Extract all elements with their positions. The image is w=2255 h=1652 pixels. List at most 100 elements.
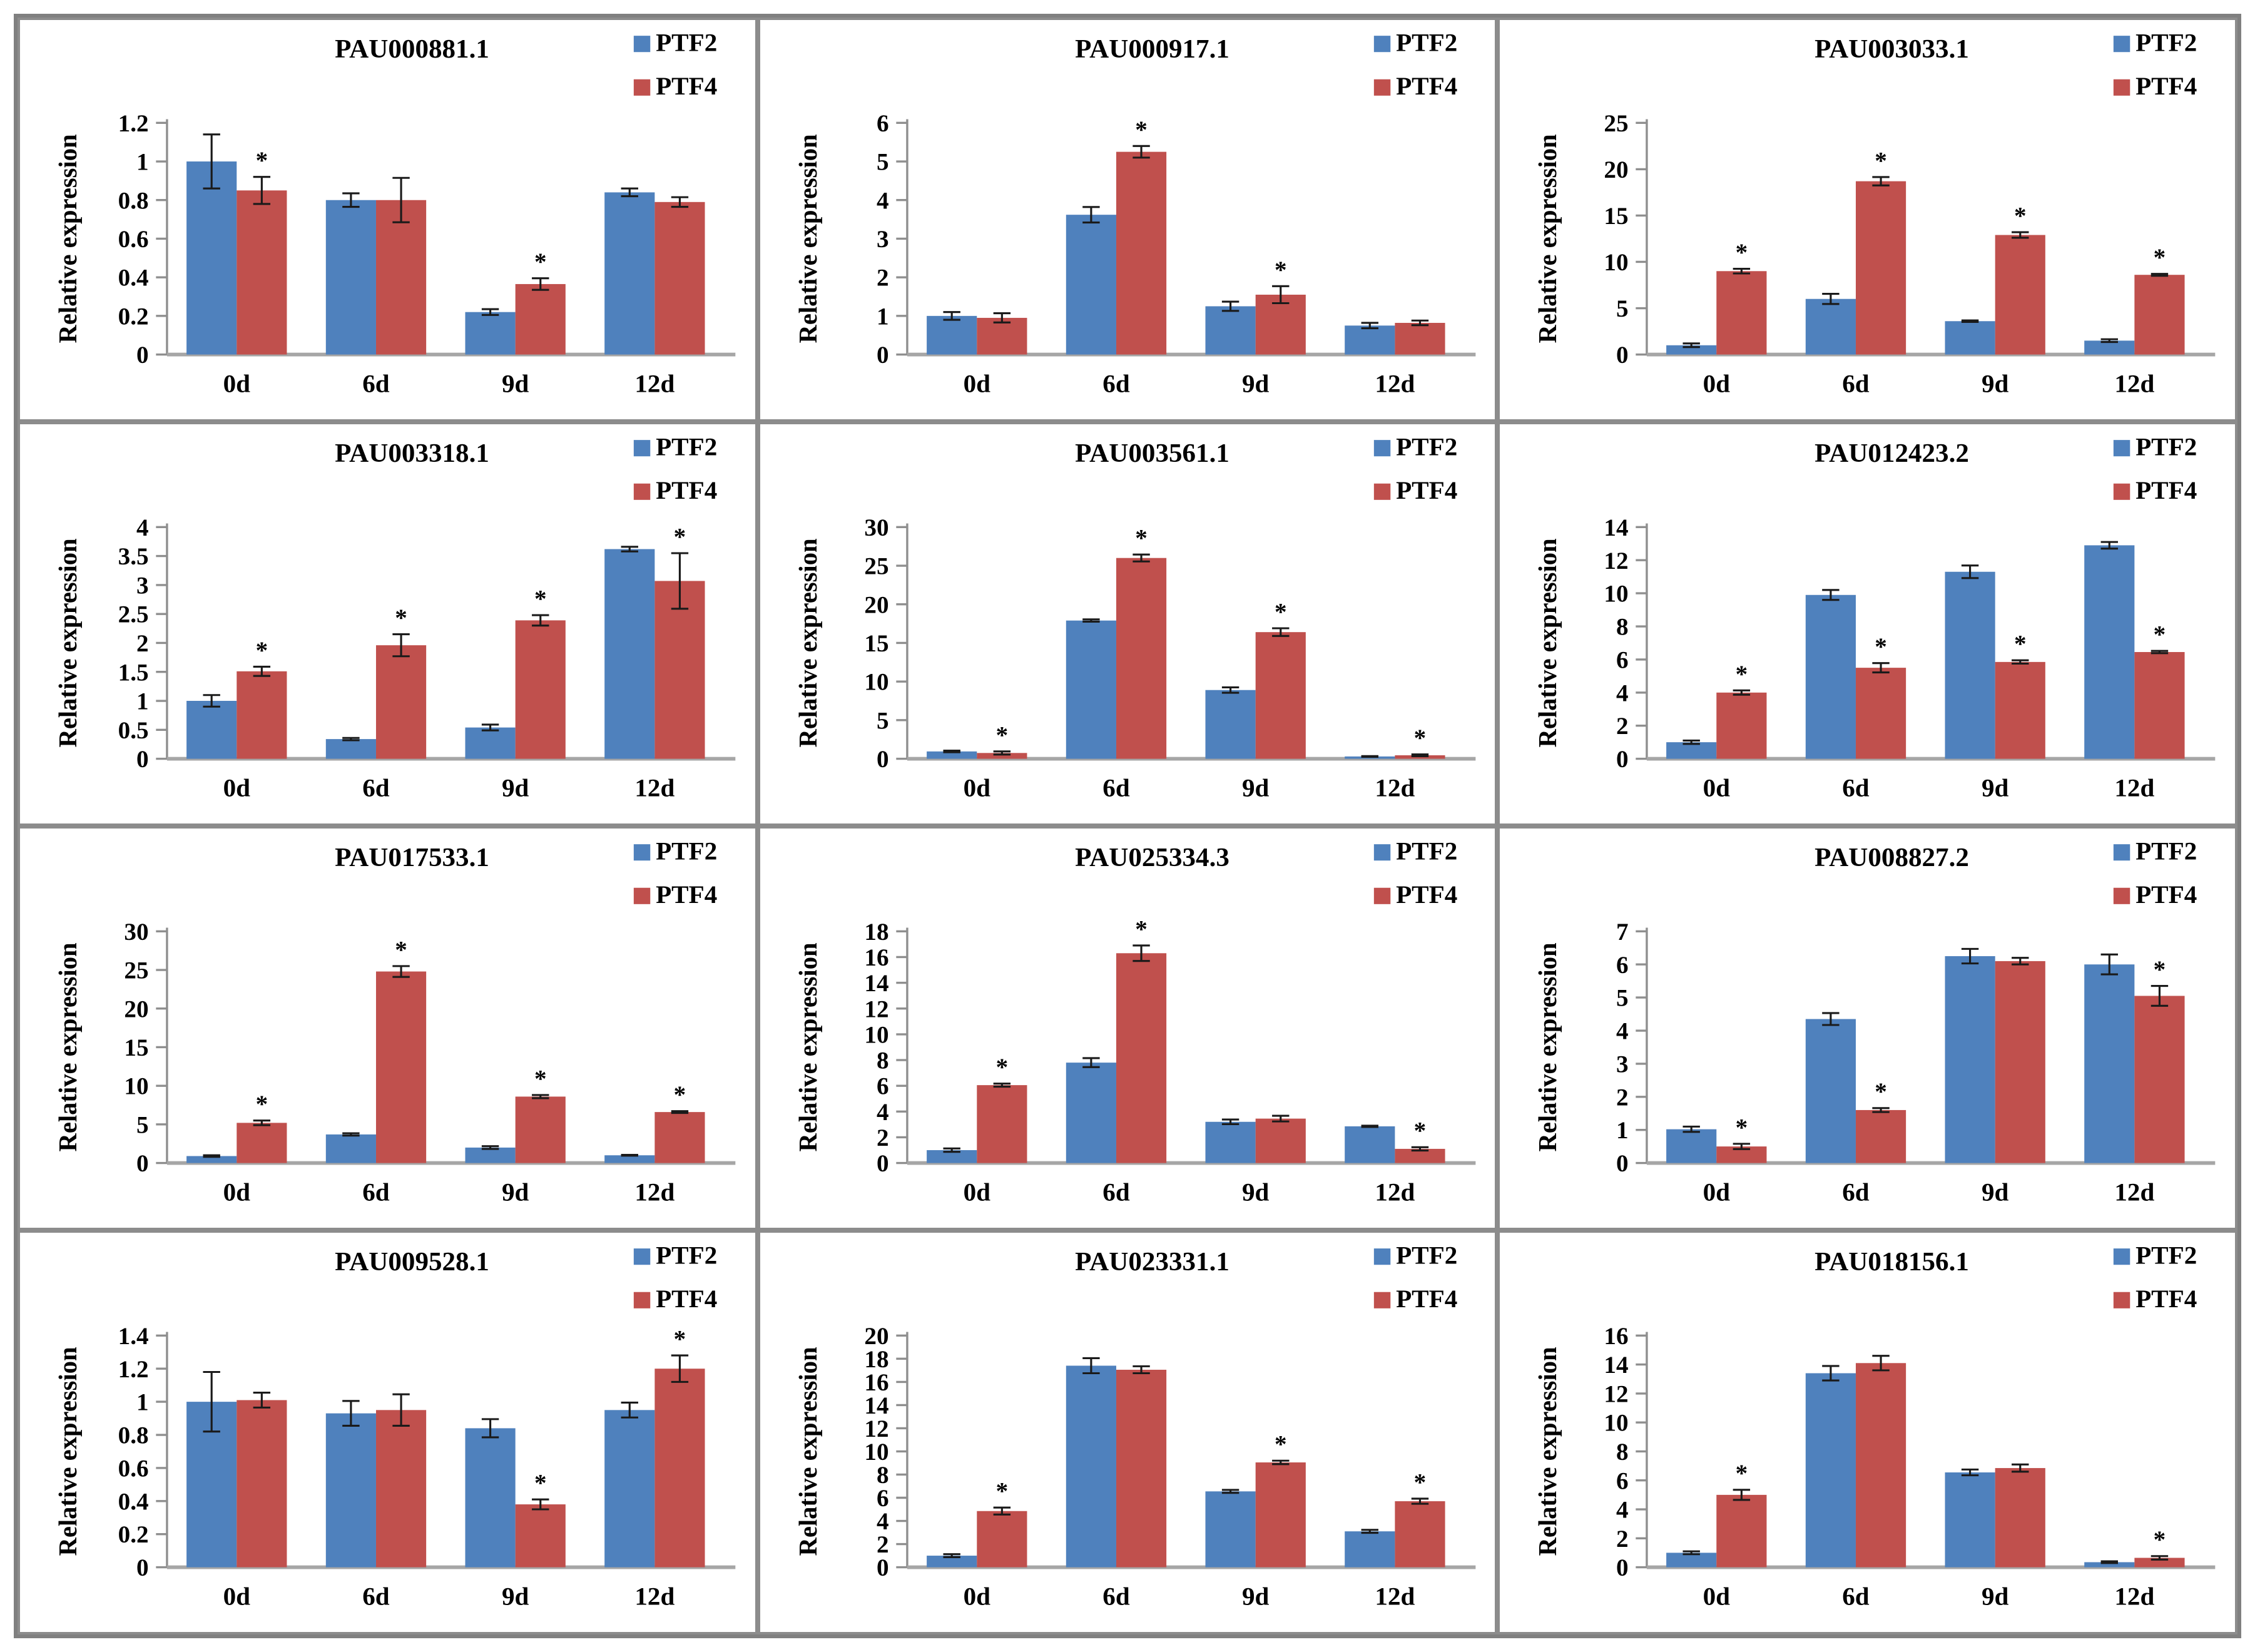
y-tick-label: 10 — [864, 1022, 888, 1049]
y-tick-label: 18 — [864, 1346, 888, 1373]
bar-chart-PAU008827.2: PAU008827.2 PTF2 PTF4 0 1 2 3 4 5 6 7 Relative expr… — [1534, 837, 2216, 1206]
x-tick-label-6d: 6d — [362, 774, 390, 802]
chart-panel-PAU018156.1: PAU018156.1 PTF2 PTF4 0 2 4 6 8 10 12 14 16 Relative… — [1497, 1230, 2237, 1634]
error-bar-PTF2-0d — [203, 133, 220, 190]
sig-asterisk-PTF4-9d: * — [534, 248, 547, 275]
bar-PTF4-9d — [1255, 632, 1306, 759]
y-tick-label: 6 — [877, 1485, 889, 1512]
x-tick-label-12d: 12d — [634, 774, 674, 802]
y-tick-label: 8 — [1616, 614, 1629, 641]
error-bar-PTF2-0d — [943, 750, 960, 753]
legend-label-PTF4: PTF4 — [2135, 72, 2197, 100]
legend-swatch-PTF2 — [633, 844, 651, 861]
y-tick-label: 20 — [864, 591, 888, 618]
y-tick-label: 0.8 — [118, 1422, 149, 1449]
y-tick-label: 4 — [877, 1099, 889, 1126]
y-tick-label: 0 — [136, 1150, 149, 1177]
bar-PTF2-9d — [1945, 956, 1995, 1163]
legend-swatch-PTF4 — [2114, 887, 2130, 904]
x-tick-label-9d: 9d — [1982, 774, 2009, 802]
bar-PTF2-12d — [604, 192, 655, 355]
y-tick-label: 12 — [1604, 1381, 1629, 1408]
y-tick-label: 15 — [124, 1034, 148, 1061]
y-tick-label: 2 — [1616, 713, 1629, 740]
legend-label-PTF2: PTF2 — [656, 1242, 717, 1270]
bar-PTF4-12d — [654, 201, 705, 355]
bar-PTF2-9d — [1205, 306, 1256, 355]
bar-PTF2-0d — [1666, 345, 1717, 355]
error-bar-PTF4-9d — [2012, 957, 2029, 966]
legend-label-PTF2: PTF2 — [2135, 1242, 2197, 1270]
legend-label-PTF4: PTF4 — [1396, 1285, 1457, 1313]
bar-PTF2-0d — [186, 1156, 237, 1163]
error-bar-PTF2-0d — [203, 1154, 220, 1158]
sig-asterisk-PTF4-9d: * — [2014, 631, 2027, 658]
legend-swatch-PTF2 — [1373, 36, 1390, 53]
bar-PTF4-12d — [2134, 1558, 2185, 1568]
y-tick-label: 0 — [1616, 1554, 1629, 1581]
y-tick-label: 0 — [1616, 342, 1629, 369]
bar-PTF2-12d — [2084, 964, 2135, 1163]
y-tick-label: 2 — [877, 1124, 889, 1151]
x-tick-label-6d: 6d — [362, 1178, 390, 1206]
x-tick-label-9d: 9d — [1242, 1583, 1270, 1611]
y-tick-label: 25 — [864, 553, 888, 580]
error-bar-PTF4-0d — [1733, 268, 1751, 275]
y-tick-label: 5 — [1616, 985, 1629, 1012]
error-bar-PTF4-12d — [671, 196, 689, 208]
error-bar-PTF4-0d — [253, 176, 271, 205]
bar-PTF2-6d — [1066, 1063, 1116, 1163]
bar-PTF4-9d — [1255, 294, 1306, 355]
bar-PTF2-0d — [186, 701, 237, 759]
chart-panel-PAU023331.1: PAU023331.1 PTF2 PTF4 0 2 4 6 8 10 12 14 16 18 20 Rela… — [757, 1230, 1498, 1634]
y-tick-label: 14 — [864, 1392, 888, 1419]
y-tick-label: 0 — [1616, 746, 1629, 773]
y-tick-label: 10 — [1604, 249, 1629, 276]
sig-asterisk-PTF4-9d: * — [2014, 203, 2027, 230]
sig-asterisk-PTF4-0d: * — [256, 637, 268, 664]
x-tick-label-12d: 12d — [1375, 370, 1415, 398]
bar-PTF4-0d — [237, 1123, 287, 1163]
bar-chart-PAU003318.1: PAU003318.1 PTF2 PTF4 00.511.522.53 3.54 Rela… — [54, 433, 736, 802]
error-bar-PTF2-9d — [1221, 1118, 1239, 1125]
bar-PTF4-9d — [515, 620, 566, 759]
error-bar-PTF4-9d — [2012, 231, 2029, 239]
chart-title: PAU000917.1 — [1075, 34, 1229, 64]
x-tick-label-0d: 0d — [963, 1178, 990, 1206]
bar-PTF4-9d — [515, 1096, 566, 1163]
y-tick-label: 3 — [877, 226, 889, 253]
y-tick-label: 1.5 — [118, 659, 149, 686]
bar-PTF4-12d — [2134, 275, 2185, 355]
x-tick-label-0d: 0d — [963, 774, 990, 802]
error-bar-PTF4-12d — [671, 1354, 689, 1383]
bar-PTF2-6d — [325, 739, 376, 759]
bar-PTF2-6d — [1806, 1373, 1856, 1568]
y-tick-label: 8 — [877, 1462, 889, 1489]
sig-asterisk-PTF4-6d: * — [1135, 525, 1148, 552]
y-tick-label: 7 — [1616, 919, 1629, 946]
chart-panel-PAU003033.1: PAU003033.1 PTF2 PTF4 0 5 10 15 20 25 Relative ex… — [1497, 18, 2237, 422]
chart-title: PAU025334.3 — [1075, 843, 1229, 872]
bar-PTF4-6d — [1116, 953, 1166, 1163]
bar-PTF4-6d — [1116, 1369, 1166, 1568]
x-tick-label-6d: 6d — [1102, 370, 1130, 398]
error-bar-PTF2-0d — [1682, 1125, 1701, 1133]
y-tick-label: 0.5 — [118, 717, 149, 744]
legend-label-PTF4: PTF4 — [656, 476, 717, 504]
chart-title: PAU008827.2 — [1815, 843, 1969, 872]
error-bar-PTF2-6d — [1822, 1012, 1840, 1026]
y-tick-label: 1.2 — [118, 110, 149, 137]
error-bar-PTF4-6d — [1133, 1365, 1150, 1375]
error-bar-PTF2-9d — [1221, 686, 1239, 694]
error-bar-PTF4-6d — [392, 965, 410, 978]
bar-PTF4-9d — [515, 283, 566, 355]
y-tick-label: 3 — [136, 573, 149, 599]
chart-panel-PAU012423.2: PAU012423.2 PTF2 PTF4 0 2 4 6 8 10 12 14 Relative e… — [1497, 422, 2237, 826]
y-tick-label: 0.2 — [118, 303, 149, 330]
y-tick-label: 6 — [877, 110, 889, 137]
legend-swatch-PTF2 — [633, 36, 651, 53]
y-tick-label: 0 — [877, 1554, 889, 1581]
bar-chart-PAU000881.1: PAU000881.1 PTF2 PTF4 0 0.2 0.4 0.6 0.8 1 1.2 Rela… — [54, 29, 736, 397]
